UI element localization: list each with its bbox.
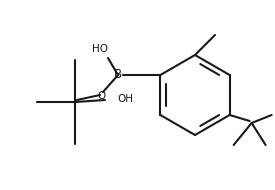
Text: O: O xyxy=(98,91,106,101)
Text: OH: OH xyxy=(117,94,133,104)
Text: HO: HO xyxy=(92,44,108,54)
Text: B: B xyxy=(114,69,122,82)
